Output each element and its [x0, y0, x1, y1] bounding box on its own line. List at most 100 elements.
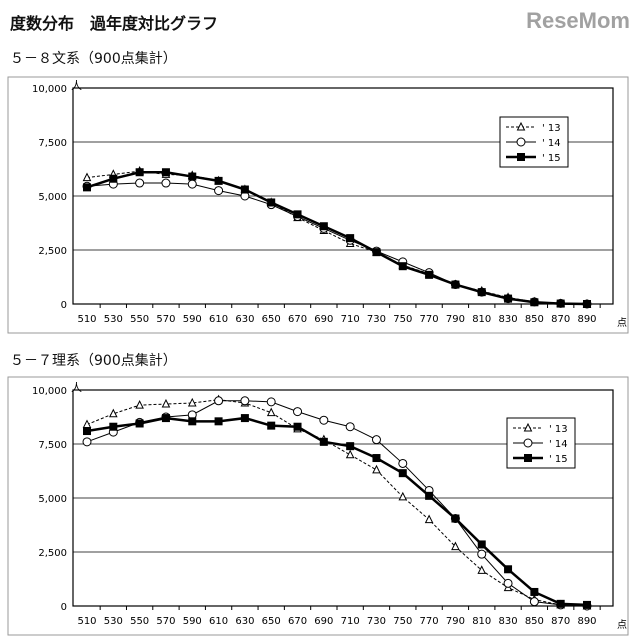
data-point-square [319, 222, 328, 231]
x-tick-label: 530 [104, 616, 123, 627]
data-point-square [135, 419, 144, 428]
legend-label: ' 14 [542, 138, 561, 149]
data-point-circle [214, 186, 224, 196]
y-tick-label: 5,000 [38, 494, 67, 505]
data-point-triangle [161, 398, 171, 408]
data-point-triangle [424, 514, 434, 524]
x-tick-label: 810 [472, 314, 491, 325]
series-line-triangle [86, 170, 588, 305]
chart-1-frame [7, 76, 629, 334]
y-tick-label: 2,500 [38, 548, 67, 559]
data-point-square [346, 234, 355, 243]
x-tick-label: 750 [393, 314, 412, 325]
data-point-circle [477, 549, 487, 559]
x-axis-unit: 点 [617, 317, 627, 329]
chart-2-frame [7, 376, 629, 636]
data-point-square [451, 280, 460, 289]
x-tick-label: 610 [209, 314, 228, 325]
x-tick-label: 650 [262, 616, 281, 627]
data-point-square [398, 469, 407, 478]
x-tick-label: 670 [288, 314, 307, 325]
watermark-logo: ReseMom [526, 8, 630, 33]
legend-marker [516, 121, 526, 131]
data-point-triangle [266, 407, 276, 417]
data-point-square [504, 565, 513, 574]
series-line-square [86, 170, 588, 306]
chart-1-title: ５－８文系（900点集計） [10, 51, 177, 67]
data-point-triangle [135, 400, 144, 409]
data-point-circle [345, 422, 355, 432]
data-point-circle [135, 178, 145, 188]
data-point-square [83, 427, 91, 436]
data-point-triangle [372, 464, 381, 474]
plot-area [72, 87, 614, 305]
data-point-square [398, 262, 407, 271]
x-tick-label: 730 [367, 314, 386, 325]
data-point-circle [82, 437, 92, 447]
chart-2-title: ５－７理系（900点集計） [10, 353, 177, 369]
data-point-square [83, 183, 91, 192]
data-point-triangle [477, 565, 487, 574]
x-tick-label: 550 [130, 616, 149, 627]
x-tick-label: 650 [262, 314, 281, 325]
data-point-square [267, 198, 276, 207]
y-tick-label: 10,000 [32, 84, 67, 95]
y-tick-label: 0 [61, 300, 67, 311]
x-tick-label: 690 [314, 314, 333, 325]
series-line-square [86, 416, 588, 607]
x-tick-label: 530 [104, 314, 123, 325]
y-tick-label: 7,500 [38, 440, 67, 451]
x-tick-label: 850 [525, 616, 544, 627]
y-axis-unit: 人 [71, 79, 82, 92]
x-tick-label: 730 [367, 616, 386, 627]
y-tick-label: 10,000 [32, 386, 67, 397]
data-point-square [425, 270, 434, 279]
data-point-square [240, 185, 249, 194]
data-point-circle [503, 578, 513, 588]
x-tick-label: 690 [314, 616, 333, 627]
data-point-triangle [345, 449, 355, 459]
x-tick-label: 710 [341, 314, 360, 325]
legend-marker [524, 454, 532, 462]
data-point-square [319, 437, 328, 446]
legend-label: ' 15 [542, 153, 561, 164]
x-tick-label: 510 [77, 314, 96, 325]
data-point-square [214, 417, 223, 426]
data-point-square [161, 168, 170, 177]
data-point-circle [240, 396, 250, 406]
x-tick-label: 850 [525, 314, 544, 325]
data-point-square [240, 414, 249, 423]
data-point-triangle [187, 397, 197, 407]
data-point-square [425, 491, 434, 500]
x-tick-label: 750 [393, 616, 412, 627]
data-point-square [188, 417, 197, 426]
data-point-square [477, 540, 486, 549]
data-point-triangle [398, 491, 408, 501]
data-point-circle [293, 407, 303, 417]
data-point-circle [371, 435, 381, 445]
data-point-square [188, 172, 197, 181]
legend-marker [516, 137, 526, 147]
y-tick-label: 5,000 [38, 192, 67, 203]
data-point-square [530, 587, 539, 596]
data-point-circle [398, 458, 408, 468]
data-point-square [267, 421, 276, 430]
data-point-triangle [109, 408, 118, 418]
x-tick-label: 630 [235, 616, 254, 627]
x-tick-label: 770 [420, 616, 439, 627]
x-tick-label: 890 [577, 616, 596, 627]
x-tick-label: 890 [577, 314, 596, 325]
x-tick-label: 670 [288, 616, 307, 627]
series-line-triangle [86, 399, 588, 607]
x-tick-label: 830 [499, 616, 518, 627]
data-point-square [504, 294, 513, 303]
data-point-triangle [451, 541, 460, 551]
y-axis-unit: 人 [71, 381, 82, 394]
x-tick-label: 810 [472, 616, 491, 627]
data-point-triangle [82, 172, 92, 182]
x-tick-label: 590 [183, 616, 202, 627]
x-tick-label: 770 [420, 314, 439, 325]
data-point-square [135, 168, 144, 177]
legend-label: ' 15 [549, 454, 568, 465]
